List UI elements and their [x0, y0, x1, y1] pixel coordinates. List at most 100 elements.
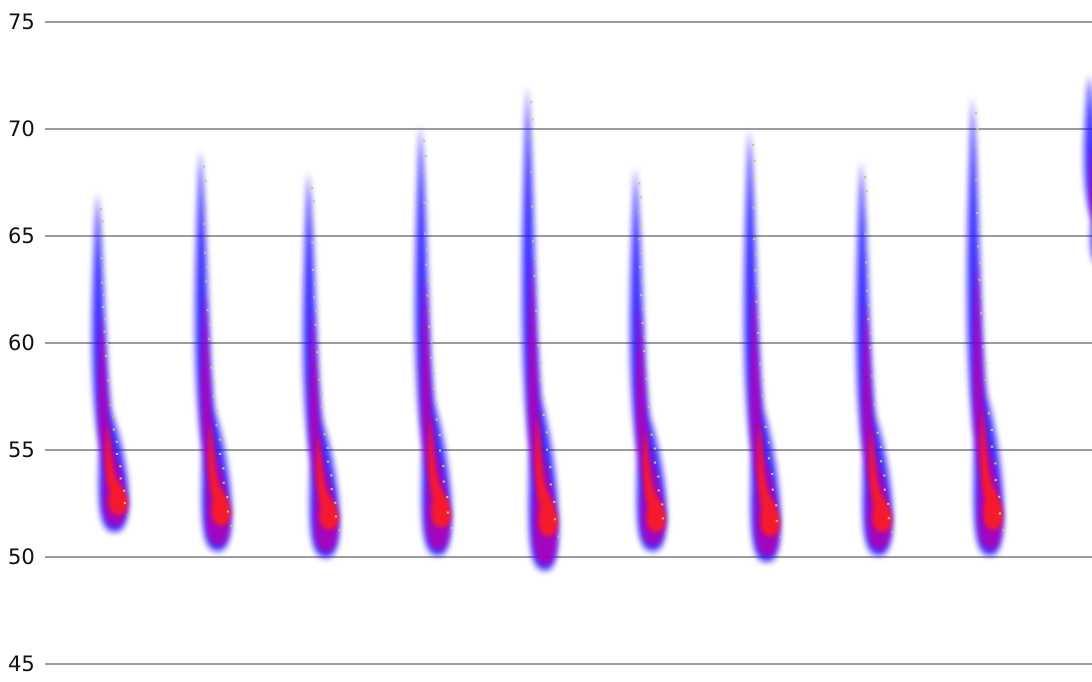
peak-marker — [334, 515, 337, 518]
peak-marker — [891, 531, 894, 534]
call-trace-6 — [630, 167, 668, 552]
peak-marker — [104, 318, 107, 321]
peak-marker — [204, 251, 207, 254]
peak-marker — [779, 535, 782, 538]
peak-marker — [661, 517, 664, 520]
call-trace-8-mid-band — [862, 298, 892, 550]
peak-marker — [867, 318, 870, 321]
peak-marker — [864, 176, 867, 179]
peak-marker — [643, 335, 646, 338]
peak-marker — [123, 489, 126, 492]
peak-marker — [753, 237, 756, 240]
peak-marker — [320, 405, 323, 408]
peak-marker — [107, 379, 110, 382]
peak-marker — [326, 460, 330, 463]
peak-marker — [312, 227, 315, 230]
peak-marker — [320, 392, 324, 395]
y-tick-label-60: 60 — [8, 331, 35, 355]
peak-marker — [876, 417, 879, 420]
peak-marker — [553, 518, 556, 521]
peak-marker — [755, 300, 758, 303]
peak-marker — [975, 111, 978, 114]
peak-marker — [206, 309, 209, 312]
peak-marker — [757, 331, 760, 334]
peak-marker — [435, 418, 438, 421]
peak-marker — [647, 391, 651, 394]
peak-marker — [222, 467, 225, 470]
y-axis-tick-labels: 45 50 55 60 65 70 75 — [8, 10, 35, 676]
peak-marker — [650, 433, 653, 436]
call-trace-2-mid-band — [201, 290, 231, 546]
peak-marker — [767, 457, 771, 460]
peak-marker — [990, 445, 994, 448]
peak-marker — [119, 477, 122, 480]
peak-marker — [868, 303, 871, 306]
peak-marker — [761, 394, 764, 397]
peak-marker — [230, 524, 233, 527]
peak-marker — [553, 500, 556, 503]
peak-marker — [323, 433, 326, 436]
peak-marker — [314, 323, 317, 326]
call-trace-2 — [195, 150, 233, 552]
peak-marker — [107, 367, 110, 370]
call-trace-3 — [303, 171, 341, 558]
peak-marker — [665, 531, 668, 534]
call-trace-5-mid-band — [528, 255, 558, 565]
peak-marker — [531, 153, 534, 156]
call-trace-2-high-band — [208, 422, 231, 526]
peak-marker — [215, 409, 218, 412]
peak-marker — [978, 228, 981, 231]
peak-marker — [206, 266, 209, 269]
y-tick-label-65: 65 — [8, 224, 35, 248]
peak-marker — [315, 310, 318, 313]
peak-marker — [424, 232, 427, 235]
peak-marker — [102, 269, 105, 272]
peak-marker — [530, 101, 533, 104]
peak-marker — [976, 128, 979, 131]
peak-marker — [316, 337, 319, 340]
peak-marker — [638, 182, 641, 185]
peak-marker — [450, 527, 453, 530]
peak-marker — [661, 503, 664, 506]
peak-marker — [990, 429, 993, 432]
peak-marker — [330, 474, 333, 477]
peak-marker — [753, 190, 756, 193]
y-tick-label-50: 50 — [8, 545, 35, 569]
peak-marker — [887, 502, 890, 505]
peak-marker — [653, 461, 657, 464]
call-trace-3-high-band — [316, 433, 339, 530]
peak-marker — [864, 232, 867, 235]
peak-marker — [775, 504, 778, 507]
peak-marker — [102, 306, 105, 309]
call-trace-3-mid-band — [309, 306, 339, 552]
peak-marker — [645, 377, 648, 380]
peak-marker — [205, 237, 208, 240]
peak-marker — [873, 403, 876, 406]
peak-marker — [865, 261, 868, 264]
peak-marker — [313, 255, 316, 258]
peak-marker — [883, 488, 886, 491]
peak-marker — [334, 501, 337, 504]
peak-marker — [647, 405, 650, 408]
peak-marker — [101, 220, 104, 223]
peak-marker — [757, 316, 760, 319]
peak-marker — [752, 206, 755, 209]
peak-marker — [531, 118, 534, 121]
peak-marker — [771, 472, 774, 475]
peak-marker — [115, 440, 118, 443]
peak-marker — [215, 424, 218, 427]
peak-marker — [975, 178, 978, 181]
peak-marker — [212, 381, 216, 384]
peak-marker — [539, 361, 543, 364]
peak-marker — [980, 312, 983, 315]
peak-marker — [103, 330, 106, 333]
peak-marker — [208, 337, 211, 340]
peak-marker — [426, 248, 429, 251]
peak-marker — [984, 362, 988, 365]
peak-marker — [653, 447, 656, 450]
peak-marker — [316, 351, 319, 354]
peak-marker — [639, 266, 642, 269]
peak-marker — [755, 253, 758, 256]
peak-marker — [752, 175, 755, 178]
call-trace-5-high-band — [535, 415, 558, 537]
